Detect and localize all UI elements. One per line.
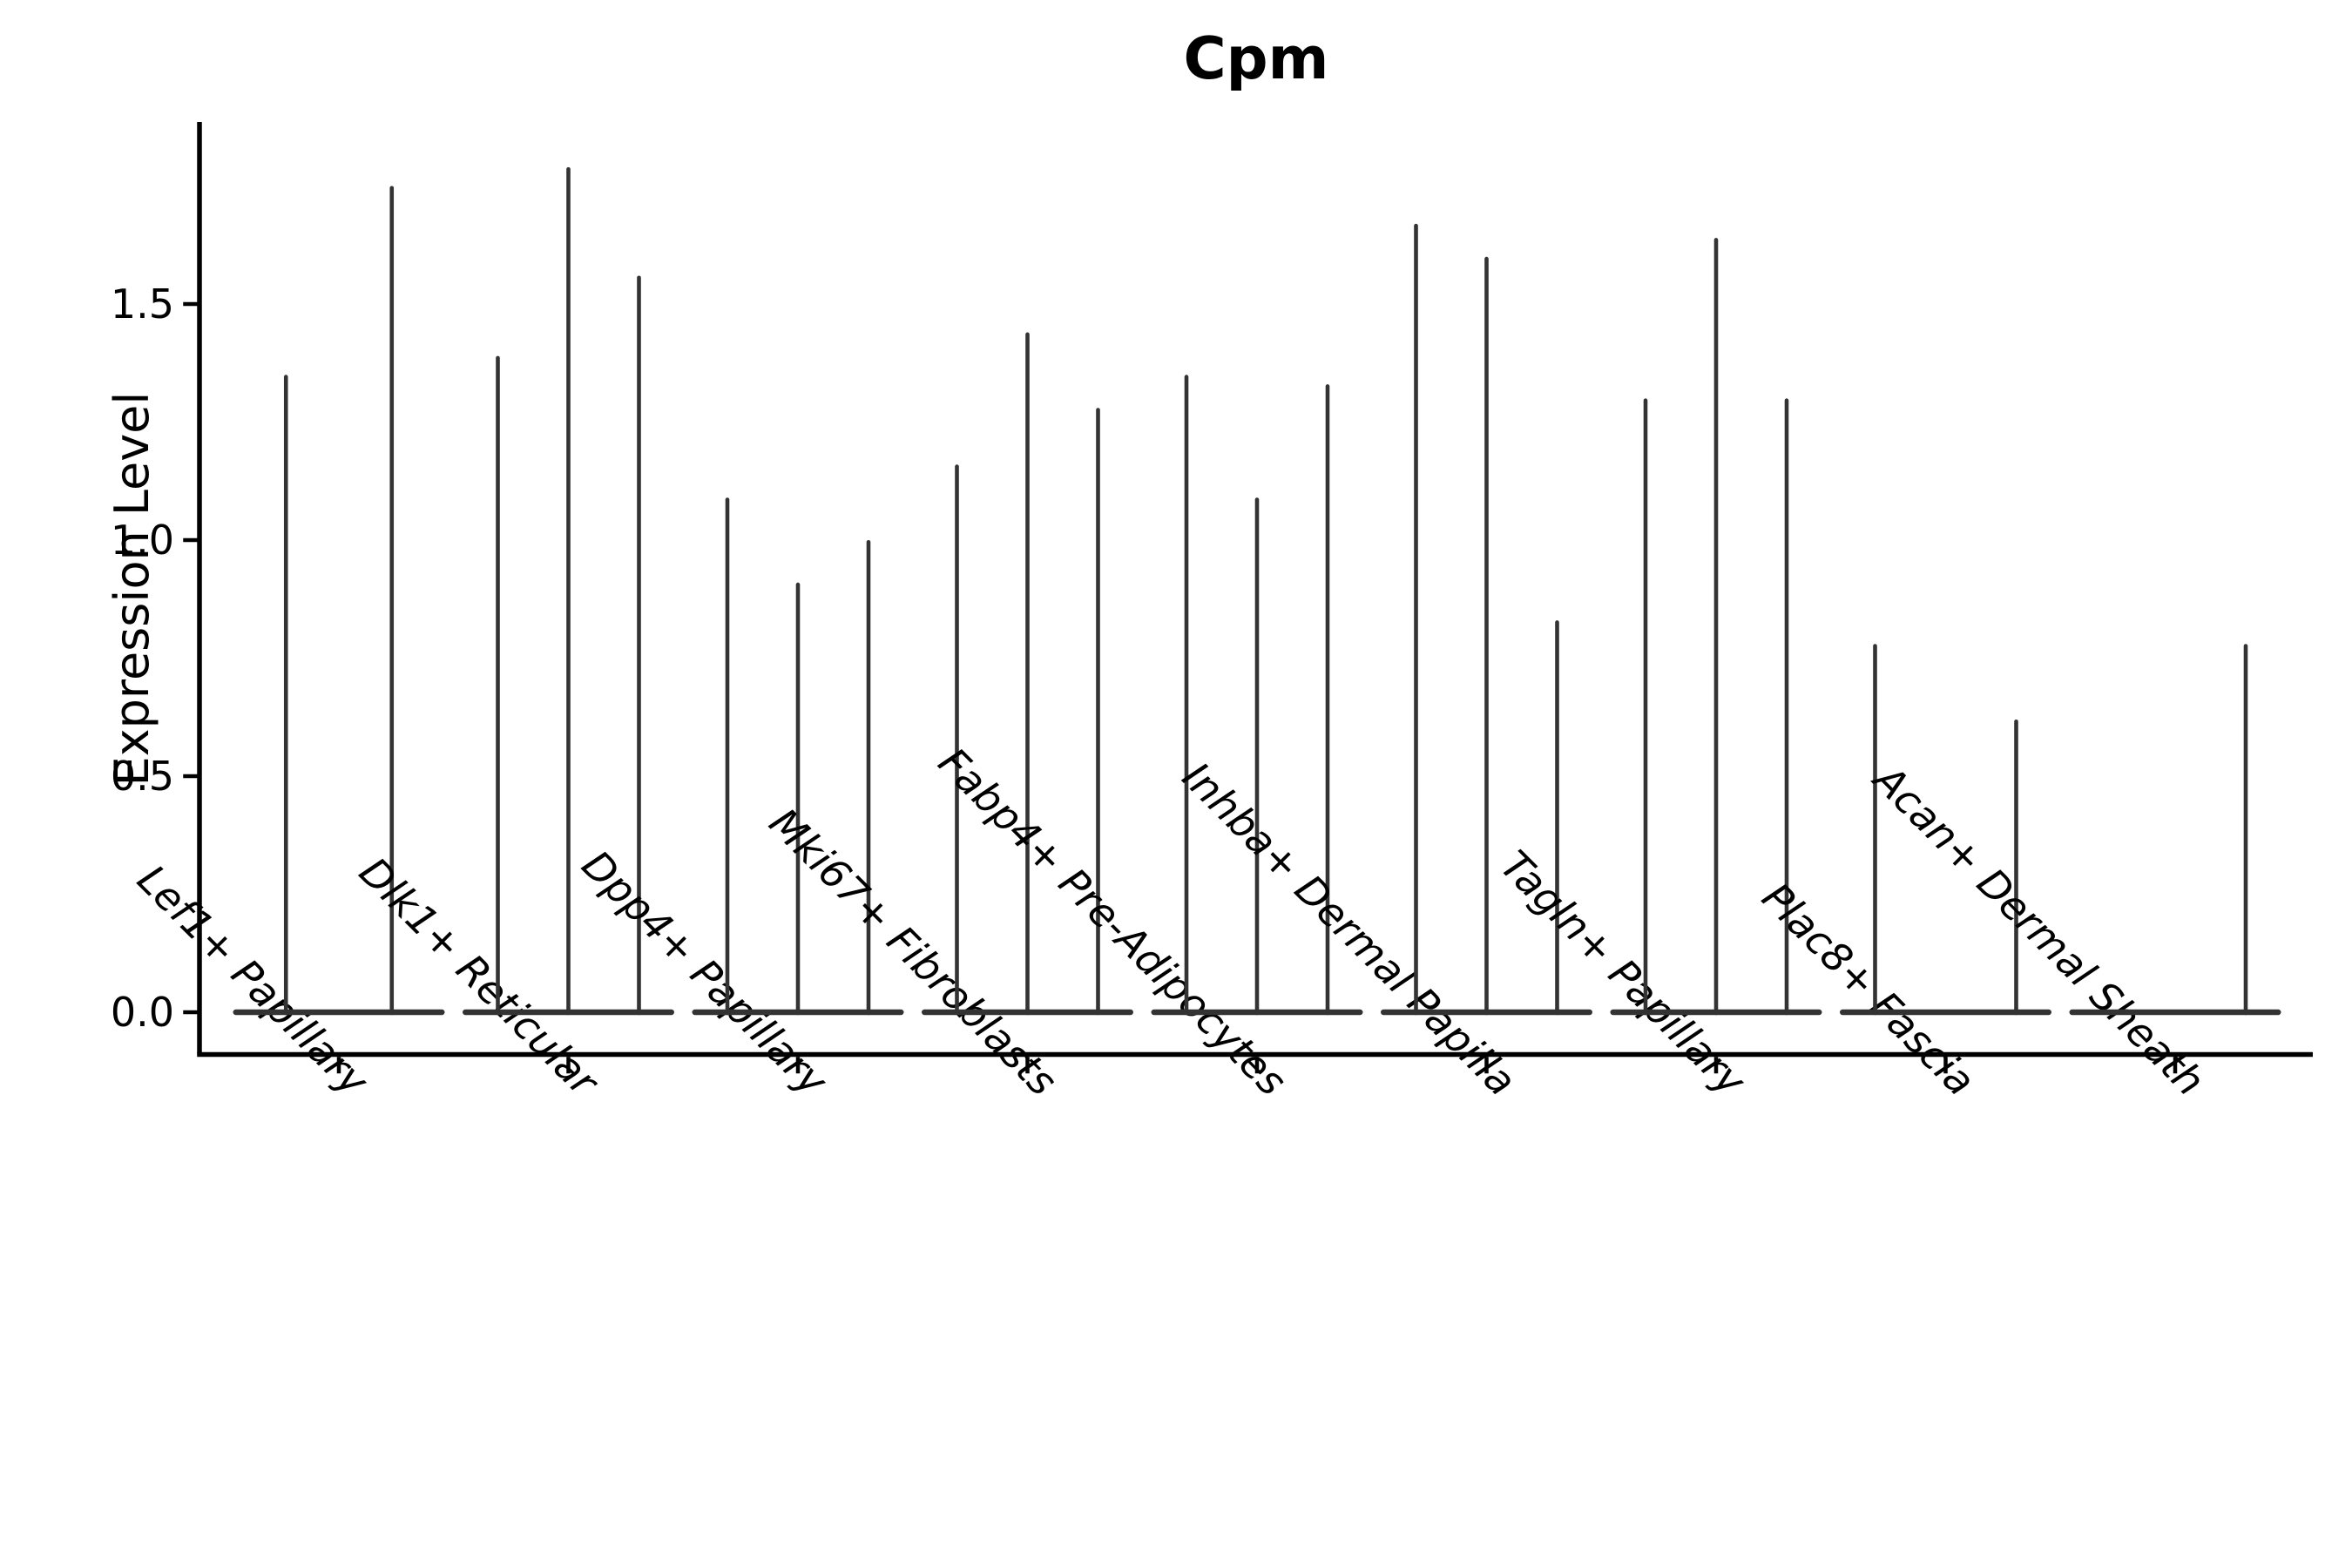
x-category-label-0: Lef1+ Papillary xyxy=(128,855,377,1105)
chart-title: Cpm xyxy=(1183,24,1329,92)
y-tick-label-1: 0.5 xyxy=(111,753,174,800)
violin-base-0 xyxy=(233,1009,445,1016)
violin-base-7 xyxy=(1840,1009,2051,1016)
violin-base-8 xyxy=(2069,1009,2281,1016)
y-tick-label-0: 0.0 xyxy=(111,989,174,1036)
y-tick-label-3: 1.5 xyxy=(111,280,174,328)
y-tick-label-2: 1.0 xyxy=(111,517,174,564)
